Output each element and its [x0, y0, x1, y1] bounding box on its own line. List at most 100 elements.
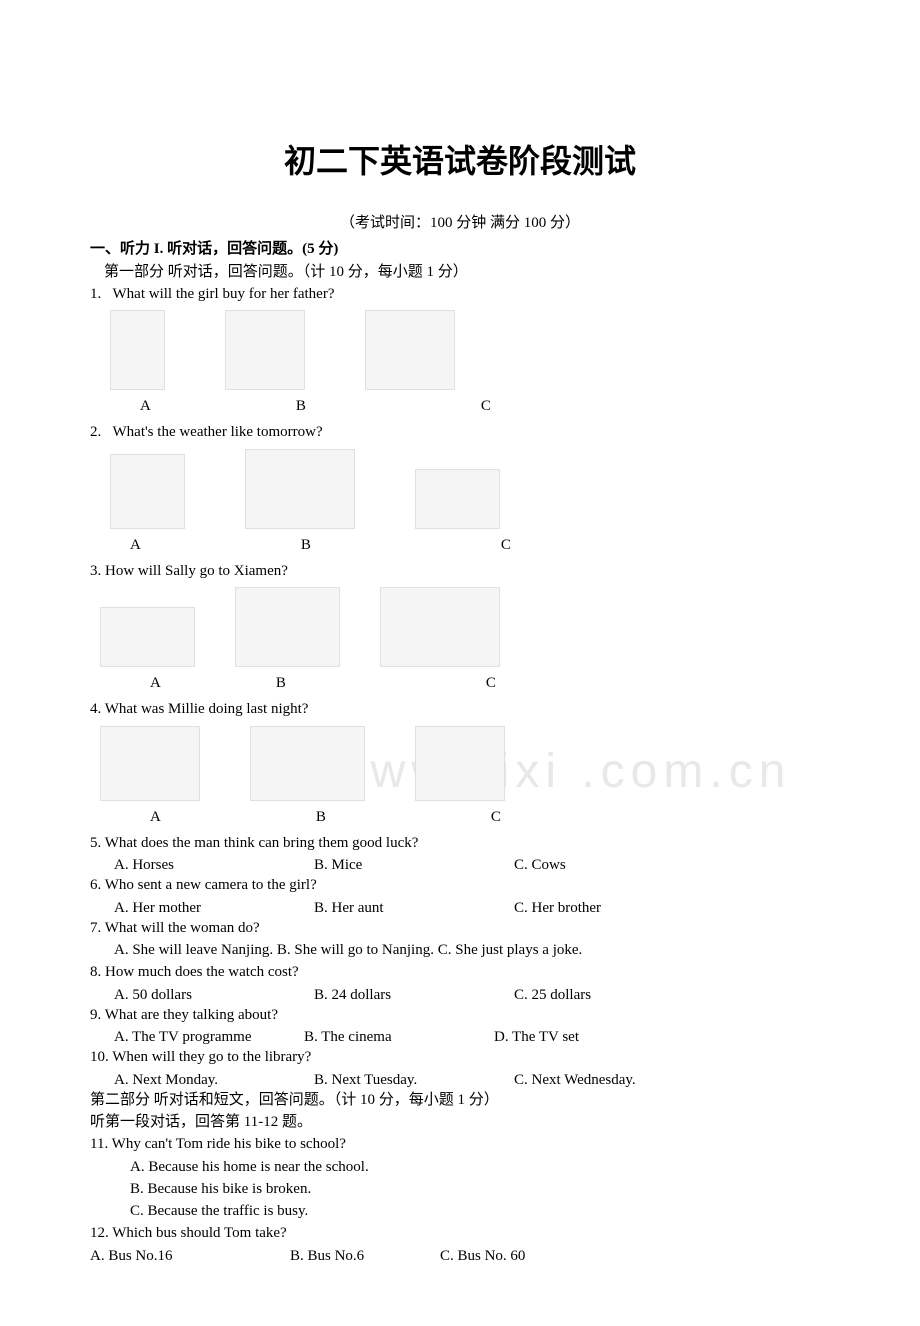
- q10-text: 10. When will they go to the library?: [90, 1047, 830, 1067]
- q4-img-a: [100, 726, 200, 803]
- racket-icon: [365, 310, 455, 390]
- reading-icon: [250, 726, 365, 801]
- q9-opt-b: B. The cinema: [304, 1027, 494, 1047]
- q5-text: 5. What does the man think can bring the…: [90, 833, 830, 853]
- q3-text: 3. How will Sally go to Xiamen?: [90, 561, 830, 581]
- q3-num: 3.: [90, 563, 101, 579]
- q1-images: [110, 310, 830, 392]
- q2-img-c: [415, 469, 500, 531]
- q2-img-b: [245, 449, 355, 531]
- q10-opt-b: B. Next Tuesday.: [314, 1070, 514, 1090]
- q1-img-c: [365, 310, 455, 392]
- part1-header: 第一部分 听对话，回答问题。（计 10 分，每小题 1 分）: [104, 262, 830, 282]
- q4-text: 4. What was Millie doing last night?: [90, 699, 830, 719]
- car-icon: [100, 607, 195, 667]
- q11-opt-a: A. Because his home is near the school.: [130, 1157, 830, 1177]
- page-container: www.zixi .com.cn 初二下英语试卷阶段测试 （考试时间：100 分…: [90, 140, 830, 1266]
- q4-img-b: [250, 726, 365, 803]
- q3-img-a: [100, 607, 195, 669]
- q11-opt-b: B. Because his bike is broken.: [130, 1179, 830, 1199]
- rain-icon: [245, 449, 355, 529]
- q8-opt-c: C. 25 dollars: [514, 985, 591, 1005]
- q11-text: 11. Why can't Tom ride his bike to schoo…: [90, 1134, 830, 1154]
- q10-opt-c: C. Next Wednesday.: [514, 1070, 636, 1090]
- q12-opt-c: C. Bus No. 60: [440, 1246, 525, 1266]
- q5-opt-b: B. Mice: [314, 855, 514, 875]
- ship-icon: [380, 587, 500, 667]
- q6-options: A. Her mother B. Her aunt C. Her brother: [114, 898, 830, 918]
- q11-opt-c: C. Because the traffic is busy.: [130, 1201, 830, 1221]
- q3-img-c: [380, 587, 500, 669]
- section-label: 一、听力 I. 听对话，回答问题。(5 分): [90, 241, 338, 257]
- page-title: 初二下英语试卷阶段测试: [90, 140, 830, 183]
- q4-num: 4.: [90, 701, 101, 717]
- q9-opt-c: D. The TV set: [494, 1027, 579, 1047]
- q3-question: How will Sally go to Xiamen?: [105, 563, 288, 579]
- part2-header: 第二部分 听对话和短文，回答问题。（计 10 分，每小题 1 分）: [90, 1090, 830, 1110]
- q3-label-a: A: [150, 673, 161, 693]
- washing-icon: [415, 726, 505, 801]
- q9-text: 9. What are they talking about?: [90, 1005, 830, 1025]
- q2-img-a: [110, 454, 185, 531]
- q1-text: 1. What will the girl buy for her father…: [90, 284, 830, 304]
- q5-options: A. Horses B. Mice C. Cows: [114, 855, 830, 875]
- q12-text: 12. Which bus should Tom take?: [90, 1223, 830, 1243]
- q12-opt-b: B. Bus No.6: [290, 1246, 440, 1266]
- q3-labels: A B C: [90, 673, 830, 693]
- q4-labels: A B C: [90, 807, 830, 827]
- dialogue1-header: 听第一段对话，回答第 11-12 题。: [90, 1112, 830, 1132]
- q1-img-b: [225, 310, 305, 392]
- q2-question: What's the weather like tomorrow?: [113, 424, 323, 440]
- q6-opt-c: C. Her brother: [514, 898, 601, 918]
- q2-images: [110, 449, 830, 531]
- q3-label-c: C: [486, 673, 496, 693]
- q1-labels: A B C: [90, 396, 830, 416]
- q6-opt-b: B. Her aunt: [314, 898, 514, 918]
- q7-options: A. She will leave Nanjing. B. She will g…: [114, 940, 830, 960]
- section-listening-header: 一、听力 I. 听对话，回答问题。(5 分): [90, 239, 830, 259]
- q1-label-a: A: [140, 396, 151, 416]
- train-icon: [235, 587, 340, 667]
- q4-images: [100, 726, 830, 803]
- q8-options: A. 50 dollars B. 24 dollars C. 25 dollar…: [114, 985, 830, 1005]
- q9-options: A. The TV programme B. The cinema D. The…: [114, 1027, 830, 1047]
- cloud-icon: [415, 469, 500, 529]
- q4-question: What was Millie doing last night?: [105, 701, 309, 717]
- q4-label-a: A: [150, 807, 161, 827]
- q2-num: 2.: [90, 424, 101, 440]
- q2-label-a: A: [130, 535, 141, 555]
- q6-opt-a: A. Her mother: [114, 898, 314, 918]
- q2-labels: A B C: [90, 535, 830, 555]
- q10-opt-a: A. Next Monday.: [114, 1070, 314, 1090]
- q5-opt-c: C. Cows: [514, 855, 566, 875]
- tv-icon: [100, 726, 200, 801]
- q8-text: 8. How much does the watch cost?: [90, 962, 830, 982]
- page-subtitle: （考试时间：100 分钟 满分 100 分）: [90, 213, 830, 233]
- tshirt-icon: [225, 310, 305, 390]
- q1-question: What will the girl buy for her father?: [113, 286, 335, 302]
- necktie-icon: [110, 310, 165, 390]
- q12-options: A. Bus No.16 B. Bus No.6 C. Bus No. 60: [90, 1246, 830, 1266]
- q2-label-c: C: [501, 535, 511, 555]
- q8-opt-b: B. 24 dollars: [314, 985, 514, 1005]
- q1-label-b: B: [296, 396, 306, 416]
- q4-label-c: C: [491, 807, 501, 827]
- q3-img-b: [235, 587, 340, 669]
- q6-text: 6. Who sent a new camera to the girl?: [90, 875, 830, 895]
- q1-label-c: C: [481, 396, 491, 416]
- q12-opt-a: A. Bus No.16: [90, 1246, 290, 1266]
- sun-icon: [110, 454, 185, 529]
- q3-images: [100, 587, 830, 669]
- q4-img-c: [415, 726, 505, 803]
- q3-label-b: B: [276, 673, 286, 693]
- q8-opt-a: A. 50 dollars: [114, 985, 314, 1005]
- q2-text: 2. What's the weather like tomorrow?: [90, 422, 830, 442]
- q4-label-b: B: [316, 807, 326, 827]
- q10-options: A. Next Monday. B. Next Tuesday. C. Next…: [114, 1070, 830, 1090]
- q1-num: 1.: [90, 286, 101, 302]
- q2-label-b: B: [301, 535, 311, 555]
- q7-text: 7. What will the woman do?: [90, 918, 830, 938]
- q1-img-a: [110, 310, 165, 392]
- q9-opt-a: A. The TV programme: [114, 1027, 304, 1047]
- q5-opt-a: A. Horses: [114, 855, 314, 875]
